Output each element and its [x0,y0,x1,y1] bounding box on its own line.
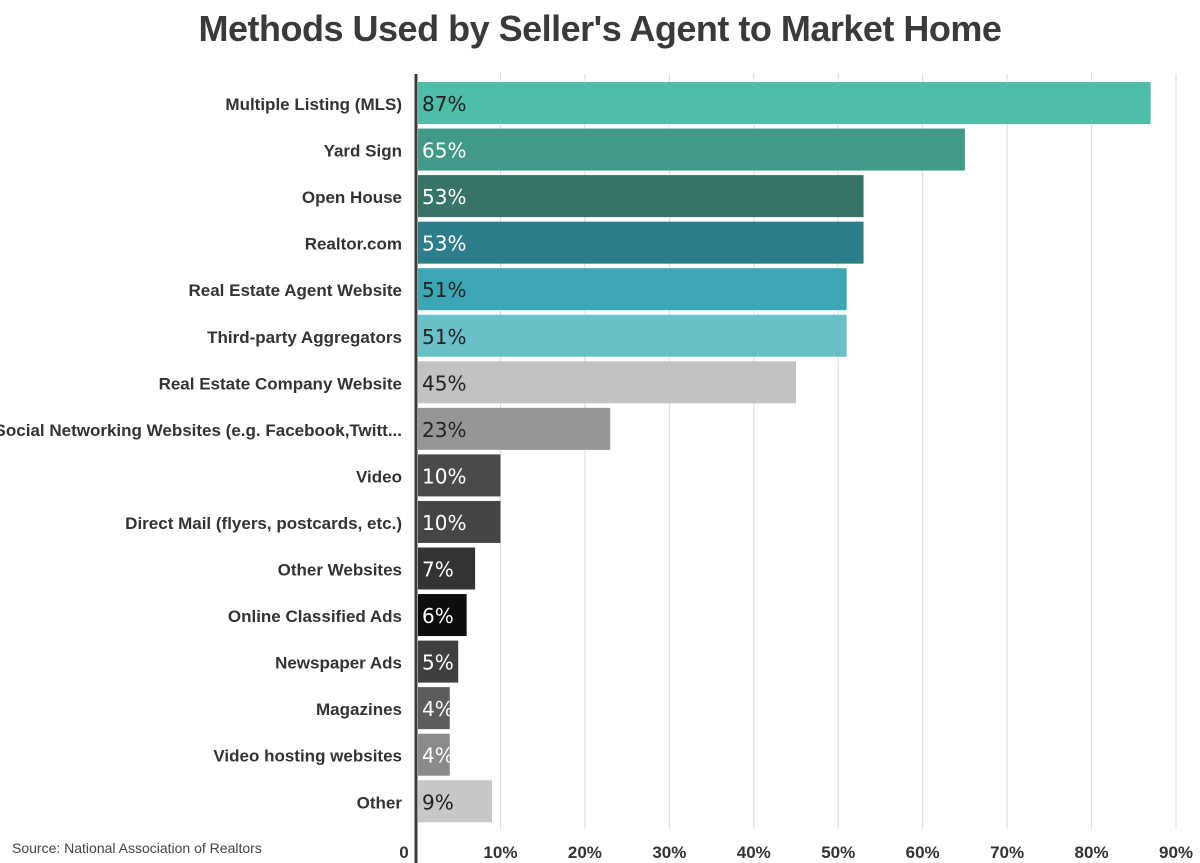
bar [418,640,459,683]
category-label: Video [356,467,402,486]
x-tick-label: 40% [737,843,771,862]
category-label: Multiple Listing (MLS) [225,95,402,114]
data-label: 65% [422,139,466,163]
bars [418,82,1151,823]
data-label: 45% [422,371,466,395]
data-label: 53% [422,232,466,256]
category-label: Third-party Aggregators [207,328,402,347]
x-tick-label: 90% [1159,843,1193,862]
x-tick-label: 60% [906,843,940,862]
category-label: Newspaper Ads [275,654,402,673]
data-label: 10% [422,511,466,535]
bar [418,454,501,497]
category-label: Video hosting websites [213,747,402,766]
x-tick-label: 30% [652,843,686,862]
data-label: 51% [422,278,466,302]
bar [418,221,864,264]
data-label: 10% [422,464,466,488]
bar [418,594,467,637]
category-label: Open House [302,188,402,207]
category-label: Other [357,793,403,812]
bar [418,128,965,171]
category-label: Yard Sign [324,142,402,161]
data-label: 23% [422,418,466,442]
bar [418,547,476,590]
x-tick-label: 70% [990,843,1024,862]
category-label: Direct Mail (flyers, postcards, etc.) [125,514,402,533]
bar [418,361,796,404]
data-label: 5% [422,651,454,675]
bar [418,407,611,450]
data-label: 7% [422,558,454,582]
value-labels: 87% 65% 53% 53% 51% 51% 45% 23% 10% 10% 7% 6% 5% 4% 4%… [422,92,466,814]
data-label: 87% [422,92,466,116]
category-label: Real Estate Company Website [159,374,402,393]
data-label: 51% [422,325,466,349]
chart-title: Methods Used by Seller's Agent to Market… [198,8,1002,49]
x-tick-label: 10% [483,843,517,862]
source-note: Source: National Association of Realtors [12,840,262,856]
bar [418,314,847,357]
data-label: 53% [422,185,466,209]
bar [418,500,501,543]
bar [418,733,450,776]
data-label: 6% [422,604,454,628]
bar [418,268,847,311]
bar [418,687,450,730]
x-tick-label: 0 [399,843,408,862]
bar [418,780,492,823]
data-label: 4% [422,697,454,721]
x-tick-label: 80% [1075,843,1109,862]
category-label: Magazines [316,700,402,719]
category-label: Real Estate Agent Website [188,281,402,300]
category-label: Social Networking Websites (e.g. Faceboo… [0,421,402,440]
x-axis-ticks: 0 10% 20% 30% 40% 50% 60% 70% 80% 90% [399,843,1193,862]
category-labels: Multiple Listing (MLS) Yard Sign Open Hous… [0,95,402,812]
bar [418,82,1151,124]
x-tick-label: 20% [568,843,602,862]
category-label: Other Websites [278,561,402,580]
category-label: Online Classified Ads [228,607,402,626]
x-tick-label: 50% [821,843,855,862]
bar [418,175,864,218]
category-label: Realtor.com [305,235,402,254]
data-label: 9% [422,790,454,814]
data-label: 4% [422,744,454,768]
